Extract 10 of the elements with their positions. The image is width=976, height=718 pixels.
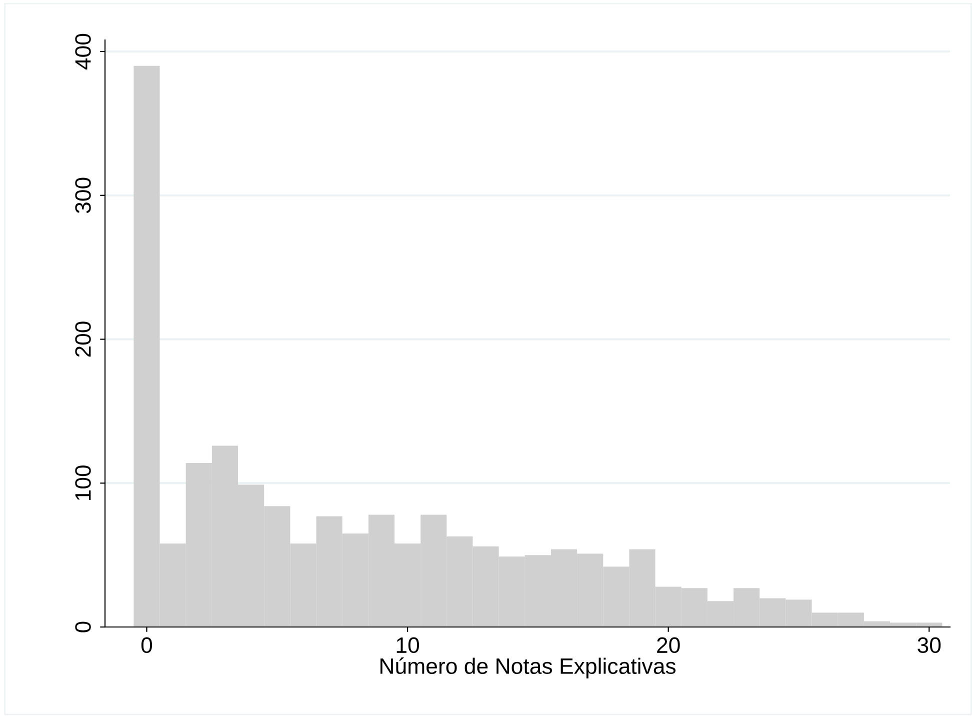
x-tick-label: 0 <box>141 637 152 654</box>
y-tick-label: 0 <box>75 622 91 632</box>
y-tick-label: 100 <box>75 465 91 500</box>
x-tick-label: 30 <box>918 637 941 654</box>
y-tick-label: 200 <box>75 322 91 357</box>
y-tick-label: 300 <box>75 178 91 214</box>
y-tick-label: 400 <box>75 34 91 70</box>
x-tick-label: 10 <box>396 637 420 654</box>
x-axis-title: Número de Notas Explicativas <box>380 657 676 678</box>
x-tick-label: 20 <box>657 637 680 654</box>
